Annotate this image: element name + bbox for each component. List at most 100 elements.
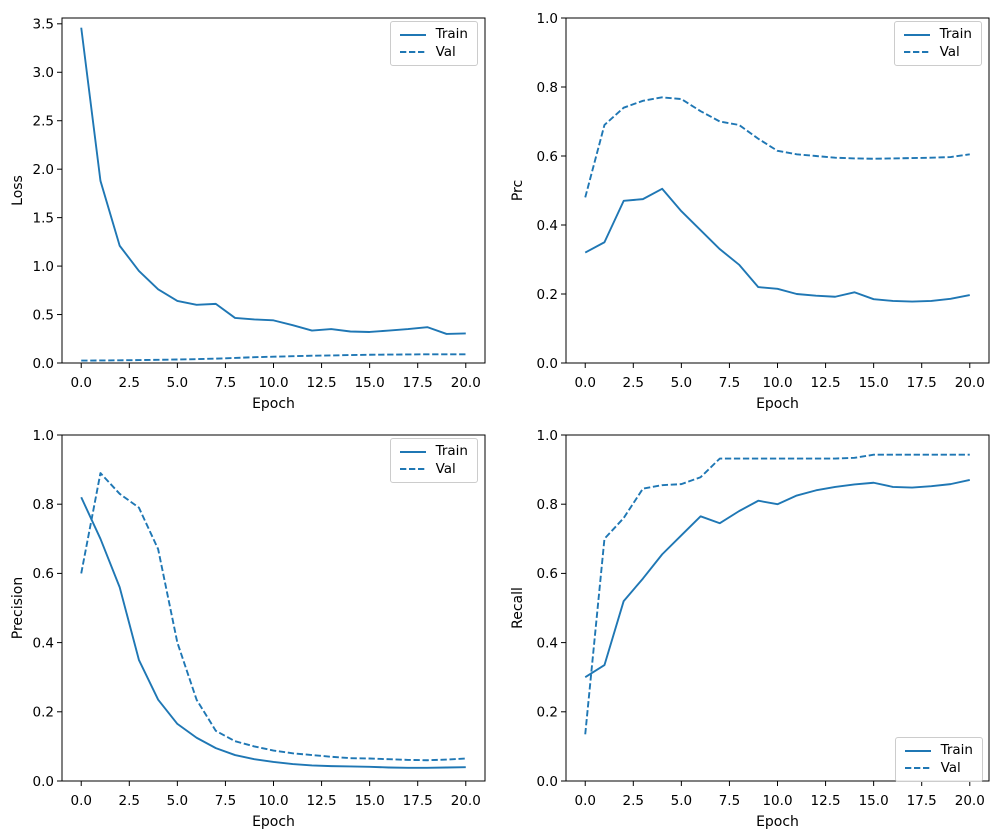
x-tick-label: 5.0: [167, 375, 188, 391]
x-axis-label: Epoch: [252, 396, 295, 412]
x-tick-label: 20.0: [451, 793, 481, 809]
subplot-loss: 0.0 2.5 5.0 7.5 10.0 12.5 15.0 17.5 20.0 0.0 0.5 1.…: [0, 0, 500, 419]
legend: Train Val: [894, 737, 983, 782]
x-tick-label: 2.5: [623, 375, 644, 391]
legend: Train Val: [893, 21, 982, 66]
train-line: [80, 27, 466, 335]
train-line: [584, 187, 970, 303]
x-tick-label: 10.0: [762, 793, 792, 809]
legend-train-line-sample-icon: [399, 450, 426, 453]
val-line: [584, 453, 970, 735]
plot-canvas-loss: 0.0 2.5 5.0 7.5 10.0 12.5 15.0 17.5 20.0 0.0 0.5 1.…: [10, 17, 486, 412]
x-tick-label: 20.0: [955, 375, 985, 391]
x-tick-label: 5.0: [671, 793, 692, 809]
x-tick-label: 7.5: [719, 793, 740, 809]
y-tick-label: 0.6: [537, 566, 558, 582]
legend-val-line-sample-icon: [903, 51, 930, 54]
x-tick-label: 10.0: [762, 375, 792, 391]
val-line: [80, 472, 466, 762]
x-tick-label: 12.5: [811, 375, 841, 391]
legend-label-val: Val: [939, 43, 960, 60]
x-tick-label: 12.5: [811, 793, 841, 809]
legend-val-line-sample-icon: [399, 51, 426, 54]
x-tick-label: 15.0: [355, 375, 385, 391]
legend-label-train: Train: [435, 26, 468, 42]
plot-canvas-recall: 0.0 2.5 5.0 7.5 10.0 12.5 15.0 17.5 20.0 0.0 0.2 0.…: [510, 428, 990, 830]
y-tick-label: 1.0: [33, 259, 54, 275]
y-tick-label: 0.8: [537, 80, 558, 96]
x-tick-label: 2.5: [623, 793, 644, 809]
x-tick-label: 15.0: [859, 375, 889, 391]
y-tick-label: 2.0: [33, 162, 54, 178]
val-line: [584, 96, 970, 198]
y-tick-label: 0.5: [33, 307, 54, 323]
x-tick-label: 10.0: [258, 793, 288, 809]
legend-train-line-sample-icon: [903, 33, 930, 36]
x-tick-label: 15.0: [355, 793, 385, 809]
legend-val-line-sample-icon: [904, 767, 931, 770]
axes-frame: [565, 17, 990, 364]
y-tick-label: 0.6: [33, 566, 54, 582]
legend-label-val: Val: [435, 460, 456, 477]
y-tick-label: 0.0: [33, 774, 54, 790]
y-tick-label: 1.0: [33, 428, 54, 444]
legend-entry-val: Val: [399, 43, 468, 60]
legend-label-train: Train: [939, 26, 972, 42]
x-tick-label: 0.0: [574, 793, 595, 809]
x-tick-label: 12.5: [307, 375, 337, 391]
x-tick-label: 17.5: [403, 793, 433, 809]
y-tick-label: 3.0: [33, 65, 54, 81]
legend-entry-train: Train: [399, 443, 468, 459]
y-tick-label: 0.0: [33, 356, 54, 372]
y-axis-label: Recall: [510, 587, 526, 629]
x-tick-label: 17.5: [907, 375, 937, 391]
y-axis-label: Precision: [10, 577, 26, 639]
y-tick-label: 0.8: [33, 497, 54, 513]
val-line: [81, 353, 466, 362]
x-tick-label: 0.0: [574, 375, 595, 391]
x-axis-label: Epoch: [252, 814, 295, 830]
y-tick-label: 0.0: [537, 356, 558, 372]
y-tick-label: 1.0: [537, 428, 558, 444]
y-tick-label: 0.4: [537, 635, 558, 651]
x-tick-label: 20.0: [451, 375, 481, 391]
legend: Train Val: [389, 438, 478, 483]
x-tick-label: 7.5: [719, 375, 740, 391]
x-tick-label: 17.5: [907, 793, 937, 809]
x-tick-label: 2.5: [119, 793, 140, 809]
legend-entry-train: Train: [399, 26, 468, 42]
x-tick-label: 12.5: [307, 793, 337, 809]
x-tick-label: 20.0: [955, 793, 985, 809]
x-axis-label: Epoch: [756, 814, 799, 830]
x-tick-label: 2.5: [119, 375, 140, 391]
legend-entry-train: Train: [903, 26, 972, 42]
legend-label-train: Train: [435, 443, 468, 459]
y-tick-label: 1.5: [33, 210, 54, 226]
train-line: [80, 496, 466, 769]
plot-canvas-prc: 0.0 2.5 5.0 7.5 10.0 12.5 15.0 17.5 20.0 0.0 0.2 0.…: [510, 11, 990, 412]
legend-entry-val: Val: [904, 761, 973, 776]
legend-entry-val: Val: [903, 43, 972, 60]
x-tick-label: 15.0: [859, 793, 889, 809]
legend-label-val: Val: [435, 43, 456, 60]
x-axis-label: Epoch: [756, 396, 799, 412]
y-tick-label: 0.4: [537, 218, 558, 234]
subplot-precision: 0.0 2.5 5.0 7.5 10.0 12.5 15.0 17.5 20.0 0.0 0.2 0.…: [0, 419, 500, 838]
legend-val-line-sample-icon: [399, 468, 426, 471]
legend-train-line-sample-icon: [399, 33, 426, 36]
subplot-recall: 0.0 2.5 5.0 7.5 10.0 12.5 15.0 17.5 20.0 0.0 0.2 0.…: [500, 419, 1001, 838]
axes-frame: [61, 17, 486, 364]
y-axis-label: Loss: [10, 175, 26, 206]
x-tick-label: 0.0: [70, 375, 91, 391]
train-line: [584, 479, 970, 679]
y-tick-label: 0.0: [537, 774, 558, 790]
plot-canvas-precision: 0.0 2.5 5.0 7.5 10.0 12.5 15.0 17.5 20.0 0.0 0.2 0.…: [10, 428, 486, 830]
y-tick-label: 0.8: [537, 497, 558, 513]
x-tick-label: 0.0: [70, 793, 91, 809]
x-tick-label: 5.0: [671, 375, 692, 391]
y-tick-label: 2.5: [33, 114, 54, 130]
legend-label-train: Train: [940, 742, 973, 758]
subplot-prc: 0.0 2.5 5.0 7.5 10.0 12.5 15.0 17.5 20.0 0.0 0.2 0.…: [500, 0, 1001, 419]
legend-entry-train: Train: [904, 742, 973, 758]
